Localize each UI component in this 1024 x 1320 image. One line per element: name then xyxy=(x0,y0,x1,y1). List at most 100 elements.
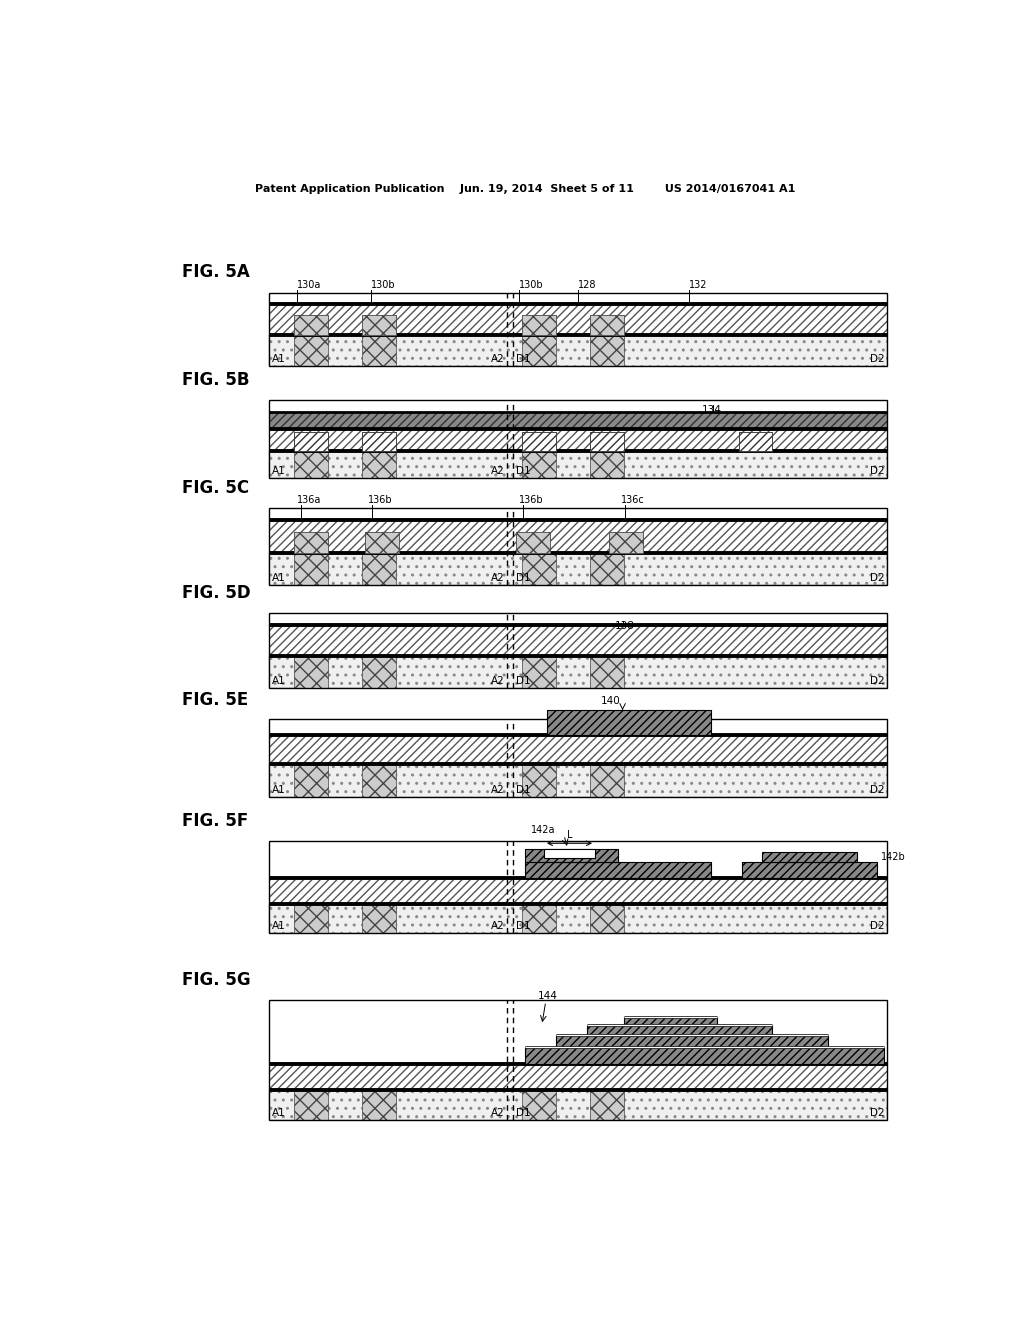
Text: L: L xyxy=(566,830,572,841)
Bar xyxy=(522,656,556,688)
Bar xyxy=(522,764,556,797)
Bar xyxy=(294,1090,328,1119)
Bar xyxy=(361,432,396,450)
Text: D2: D2 xyxy=(869,676,885,686)
Bar xyxy=(525,1047,884,1064)
Bar xyxy=(556,1035,828,1047)
Bar xyxy=(361,432,396,450)
Bar xyxy=(294,450,328,478)
Text: A1: A1 xyxy=(271,466,286,475)
Bar xyxy=(590,450,625,478)
Text: 144: 144 xyxy=(538,991,558,1001)
Text: 136b: 136b xyxy=(368,495,392,506)
Text: FIG. 5B: FIG. 5B xyxy=(182,371,250,389)
Text: 142a: 142a xyxy=(531,825,556,836)
Bar xyxy=(361,335,396,366)
Bar xyxy=(741,862,878,878)
Bar xyxy=(269,305,887,335)
Bar xyxy=(590,764,625,797)
Bar xyxy=(269,293,887,366)
Bar xyxy=(294,432,328,450)
Text: FIG. 5F: FIG. 5F xyxy=(182,812,248,830)
Text: D1: D1 xyxy=(515,354,530,364)
Bar xyxy=(269,553,887,585)
Bar xyxy=(269,412,887,429)
Bar xyxy=(269,429,887,450)
Bar xyxy=(590,315,625,335)
Bar xyxy=(269,508,887,585)
Bar xyxy=(294,764,328,797)
Bar xyxy=(269,878,887,904)
Bar xyxy=(361,315,396,335)
Bar xyxy=(587,1026,772,1035)
Text: 132: 132 xyxy=(689,280,708,289)
Bar xyxy=(590,432,625,450)
Text: A2: A2 xyxy=(490,676,505,686)
Bar xyxy=(294,315,328,335)
Text: A2: A2 xyxy=(490,921,505,931)
Text: FIG. 5E: FIG. 5E xyxy=(182,692,248,709)
Bar xyxy=(361,1090,396,1119)
Bar xyxy=(365,532,399,553)
Text: D1: D1 xyxy=(515,466,530,475)
Bar xyxy=(522,432,556,450)
Text: D2: D2 xyxy=(869,1107,885,1118)
Text: 136a: 136a xyxy=(297,495,322,506)
Bar xyxy=(269,1001,887,1119)
Text: A1: A1 xyxy=(271,921,286,931)
Bar xyxy=(516,532,550,553)
Bar xyxy=(522,450,556,478)
Text: FIG. 5G: FIG. 5G xyxy=(182,970,251,989)
Bar xyxy=(361,450,396,478)
Bar xyxy=(294,553,328,585)
Bar xyxy=(590,315,625,335)
Bar xyxy=(294,904,328,933)
Bar xyxy=(269,1090,887,1119)
Text: FIG. 5D: FIG. 5D xyxy=(182,585,251,602)
Text: A1: A1 xyxy=(271,1107,286,1118)
Text: FIG. 5A: FIG. 5A xyxy=(182,263,250,281)
Text: Patent Application Publication    Jun. 19, 2014  Sheet 5 of 11        US 2014/01: Patent Application Publication Jun. 19, … xyxy=(255,183,795,194)
Bar xyxy=(625,1016,717,1026)
Text: 134: 134 xyxy=(701,405,721,416)
Bar xyxy=(738,432,772,450)
Bar xyxy=(294,432,328,450)
Bar xyxy=(294,315,328,335)
Bar xyxy=(294,532,328,553)
Bar xyxy=(269,841,887,933)
Bar xyxy=(590,904,625,933)
Bar xyxy=(361,553,396,585)
Text: A2: A2 xyxy=(490,466,505,475)
Bar xyxy=(361,764,396,797)
Bar xyxy=(361,315,396,335)
Text: 138: 138 xyxy=(615,620,635,631)
Bar xyxy=(365,532,399,553)
Bar xyxy=(294,335,328,366)
Bar xyxy=(525,862,711,878)
Text: A2: A2 xyxy=(490,354,505,364)
Bar xyxy=(294,656,328,688)
Text: 136c: 136c xyxy=(622,495,645,506)
Bar xyxy=(522,904,556,933)
Bar xyxy=(361,656,396,688)
Bar xyxy=(361,904,396,933)
Bar xyxy=(269,656,887,688)
Bar xyxy=(269,612,887,688)
Bar xyxy=(516,532,550,553)
Text: A2: A2 xyxy=(490,573,505,583)
Text: A1: A1 xyxy=(271,354,286,364)
Bar xyxy=(269,335,887,366)
Bar xyxy=(522,553,556,585)
Bar xyxy=(522,315,556,335)
Bar xyxy=(590,656,625,688)
Bar xyxy=(544,849,595,858)
Text: A1: A1 xyxy=(271,573,286,583)
Bar xyxy=(294,532,328,553)
Bar xyxy=(762,853,857,862)
Bar xyxy=(269,735,887,764)
Text: D2: D2 xyxy=(869,354,885,364)
Text: 136b: 136b xyxy=(519,495,544,506)
Bar xyxy=(590,1090,625,1119)
Bar xyxy=(609,532,643,553)
Bar xyxy=(590,335,625,366)
